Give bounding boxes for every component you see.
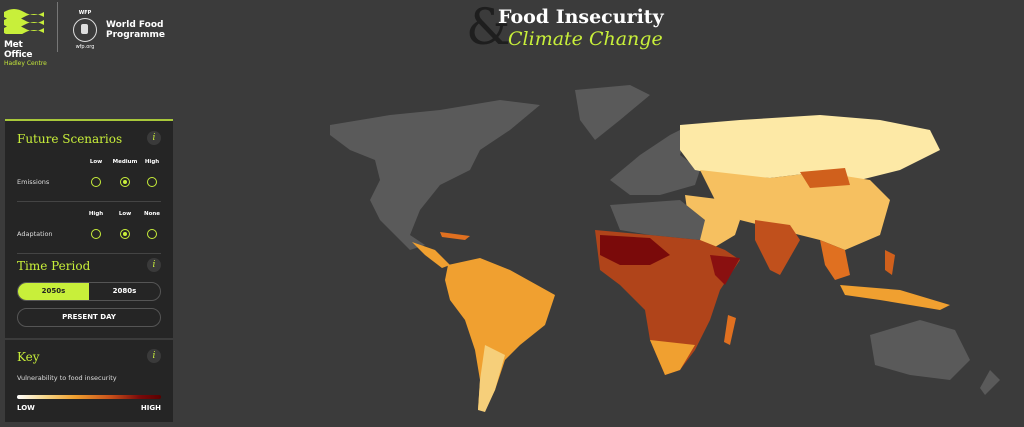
time-period-toggle: 2050s 2080s	[17, 282, 161, 301]
time-period-heading: Time Period	[17, 259, 91, 273]
key-info-icon[interactable]: i	[147, 349, 161, 363]
key-gradient	[17, 395, 161, 399]
divider	[5, 338, 173, 340]
wfp-url: wfp.org	[75, 44, 95, 50]
met-office-name: Met Office	[4, 40, 33, 60]
adaptation-low-radio[interactable]	[120, 229, 130, 239]
region-africa[interactable]	[595, 230, 740, 375]
region-southeast-asia[interactable]	[820, 240, 850, 280]
region-asia[interactable]	[700, 170, 890, 250]
met-office-logo: Met Office Hadley Centre	[4, 8, 52, 67]
emissions-col-low: Low	[89, 159, 103, 165]
key-label: Vulnerability to food insecurity	[17, 374, 117, 382]
world-map[interactable]	[180, 60, 1020, 427]
wfp-abbr: WFP	[78, 10, 92, 16]
region-southern-africa[interactable]	[650, 340, 695, 375]
met-office-waves-icon	[4, 9, 44, 36]
region-new-zealand[interactable]	[980, 370, 1000, 395]
region-horn-of-africa[interactable]	[710, 255, 740, 285]
divider	[17, 201, 161, 202]
present-day-button[interactable]: PRESENT DAY	[17, 308, 161, 327]
adaptation-high-radio[interactable]	[91, 229, 101, 239]
scenarios-info-icon[interactable]: i	[147, 131, 161, 145]
key-high-label: HIGH	[140, 404, 161, 412]
region-philippines[interactable]	[885, 250, 895, 275]
emissions-col-high: High	[144, 159, 160, 165]
adaptation-col-low: Low	[118, 211, 132, 217]
logo-divider	[57, 2, 58, 52]
control-panel: Future Scenarios i Low Medium High Emiss…	[5, 119, 173, 422]
emissions-col-medium: Medium	[112, 159, 138, 165]
region-mongolia[interactable]	[800, 168, 850, 188]
title-line2: Climate Change	[508, 28, 663, 50]
met-office-sub: Hadley Centre	[4, 60, 47, 67]
adaptation-col-none: None	[143, 211, 161, 217]
adaptation-label: Adaptation	[17, 230, 53, 238]
emissions-label: Emissions	[17, 178, 50, 186]
region-sahel[interactable]	[600, 235, 670, 265]
region-australia[interactable]	[870, 320, 970, 380]
region-caribbean[interactable]	[440, 232, 470, 240]
key-heading: Key	[17, 350, 40, 364]
emissions-medium-radio[interactable]	[120, 177, 130, 187]
emissions-high-radio[interactable]	[147, 177, 157, 187]
time-2050s-button[interactable]: 2050s	[18, 283, 89, 300]
region-south-america[interactable]	[445, 258, 555, 410]
region-russia[interactable]	[680, 115, 940, 180]
divider	[17, 253, 161, 254]
region-central-america[interactable]	[412, 242, 450, 268]
time-info-icon[interactable]: i	[147, 258, 161, 272]
emissions-low-radio[interactable]	[91, 177, 101, 187]
adaptation-col-high: High	[88, 211, 104, 217]
region-madagascar[interactable]	[724, 315, 736, 345]
key-low-label: LOW	[17, 404, 35, 412]
region-greenland[interactable]	[575, 85, 650, 140]
wfp-emblem-icon	[73, 18, 97, 42]
time-2080s-button[interactable]: 2080s	[112, 287, 137, 295]
wfp-name-2: Programme	[106, 30, 166, 40]
wfp-logo: WFP wfp.org World Food Programme	[70, 10, 165, 50]
page-title: & Food Insecurity Climate Change	[466, 0, 664, 56]
wfp-name-1: World Food	[106, 20, 164, 30]
region-north-africa[interactable]	[610, 200, 705, 240]
region-argentina[interactable]	[478, 345, 505, 412]
title-line1: Food Insecurity	[498, 6, 664, 28]
region-indonesia[interactable]	[840, 285, 950, 310]
future-scenarios-heading: Future Scenarios	[17, 132, 123, 146]
region-north-america[interactable]	[330, 100, 540, 250]
adaptation-none-radio[interactable]	[147, 229, 157, 239]
region-india[interactable]	[755, 220, 800, 275]
region-europe[interactable]	[610, 125, 700, 195]
ampersand: &	[466, 0, 511, 56]
